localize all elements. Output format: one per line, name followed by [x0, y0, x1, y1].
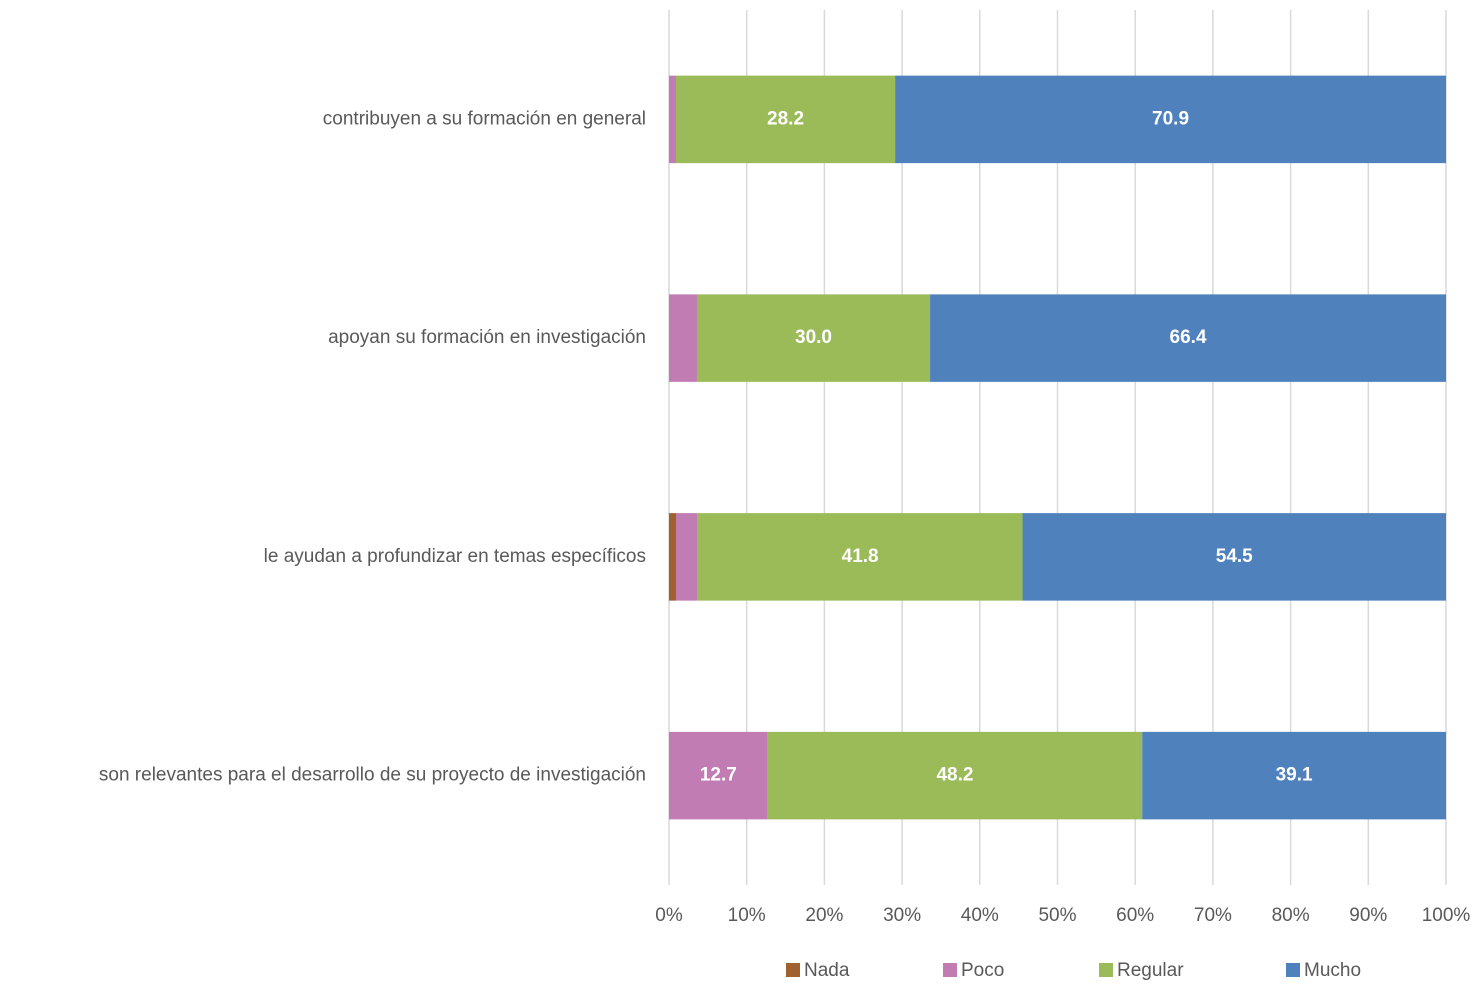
x-tick-label: 10%: [728, 905, 766, 926]
data-label: 30.0: [795, 327, 832, 348]
category-label: apoyan su formación en investigación: [328, 327, 646, 348]
category-label: contribuyen a su formación en general: [323, 108, 646, 129]
category-label: le ayudan a profundizar en temas específ…: [264, 546, 646, 567]
data-label: 41.8: [842, 546, 879, 567]
x-tick-label: 50%: [1038, 905, 1076, 926]
legend-swatch: [786, 963, 800, 977]
data-label: 66.4: [1170, 327, 1207, 348]
data-label: 12.7: [700, 765, 737, 786]
legend-label: Mucho: [1304, 960, 1361, 981]
category-label: son relevantes para el desarrollo de su …: [99, 765, 646, 786]
x-tick-label: 70%: [1194, 905, 1232, 926]
bar-segment: [669, 75, 676, 164]
bar-segment: [895, 75, 1446, 164]
bar-segment: [696, 294, 931, 382]
bar-segment: [930, 294, 1446, 382]
legend-swatch: [1286, 963, 1300, 977]
bar-segment: [767, 731, 1143, 820]
x-tick-label: 60%: [1116, 905, 1154, 926]
x-tick-label: 80%: [1272, 905, 1310, 926]
bar-segment: [1142, 731, 1446, 820]
data-label: 54.5: [1216, 546, 1253, 567]
bar-segment: [669, 731, 768, 820]
bar-segment: [697, 513, 1023, 601]
legend-label: Nada: [804, 960, 850, 981]
x-tick-label: 90%: [1349, 905, 1387, 926]
x-tick-label: 0%: [655, 905, 683, 926]
bar-segment: [669, 513, 676, 601]
data-label: 70.9: [1152, 108, 1189, 129]
legend-label: Regular: [1117, 960, 1184, 981]
legend-swatch: [1099, 963, 1113, 977]
legend-swatch: [943, 963, 957, 977]
legend-label: Poco: [961, 960, 1004, 981]
bar-segment: [669, 294, 697, 382]
x-tick-label: 20%: [805, 905, 843, 926]
x-tick-label: 30%: [883, 905, 921, 926]
bar-segment: [675, 513, 698, 601]
bar-segment: [1022, 513, 1446, 601]
data-label: 48.2: [936, 765, 973, 786]
bar-segment: [675, 75, 896, 164]
x-tick-label: 40%: [961, 905, 999, 926]
data-label: 28.2: [767, 108, 804, 129]
data-label: 39.1: [1276, 765, 1313, 786]
x-tick-label: 100%: [1422, 905, 1471, 926]
